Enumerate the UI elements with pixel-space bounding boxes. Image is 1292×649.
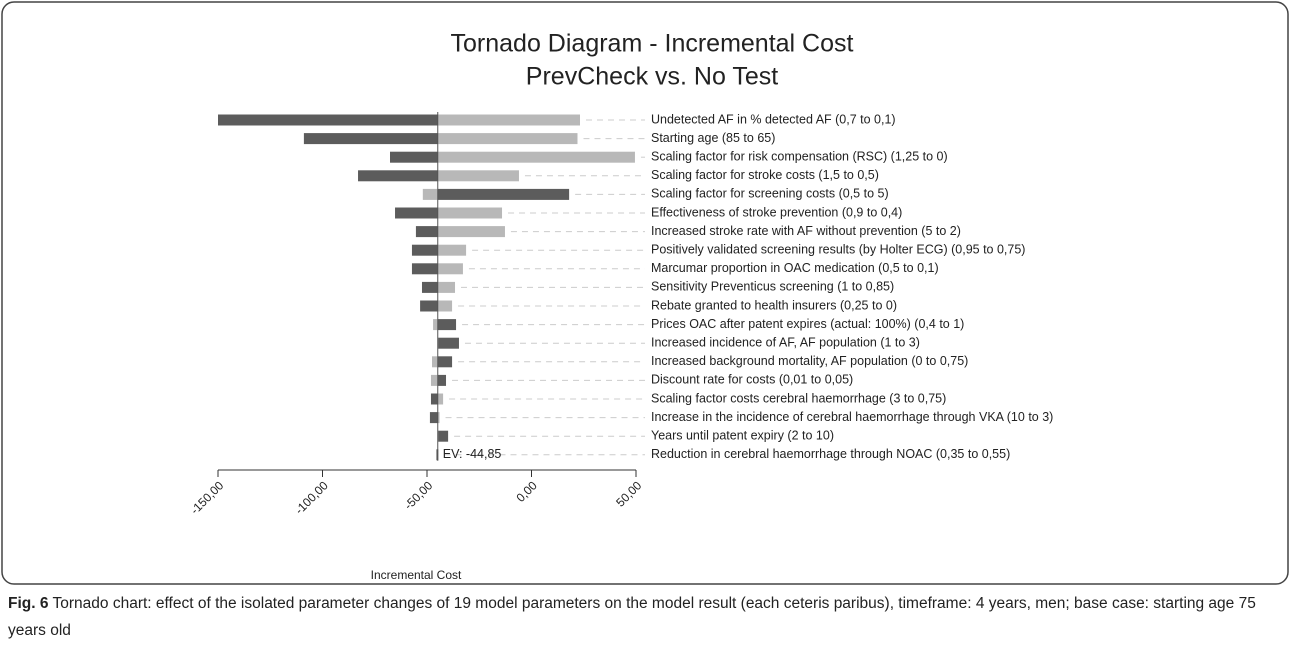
bar <box>358 170 438 182</box>
bar <box>437 300 453 312</box>
bar <box>437 412 440 424</box>
bar <box>437 151 635 163</box>
chart-title: Tornado Diagram - Incremental Cost <box>451 30 854 58</box>
bar <box>437 356 453 368</box>
bar <box>437 263 463 275</box>
category-label: Scaling factor for risk compensation (RS… <box>651 149 948 163</box>
bar <box>420 300 438 312</box>
bar <box>437 374 447 386</box>
bar <box>437 188 570 200</box>
category-label: Undetected AF in % detected AF (0,7 to 0… <box>651 112 896 126</box>
bar <box>303 133 438 145</box>
frame <box>1 1 1289 585</box>
bar <box>437 133 578 145</box>
chart-subtitle: PrevCheck vs. No Test <box>526 63 778 91</box>
category-label: Rebate granted to health insurers (0,25 … <box>651 298 897 312</box>
x-tick-label: -100,00 <box>292 478 331 517</box>
bar <box>437 226 505 238</box>
category-label: Prices OAC after patent expires (actual:… <box>651 317 964 331</box>
x-axis-label: Incremental Cost <box>371 568 462 582</box>
category-label: Years until patent expiry (2 to 10) <box>651 428 834 442</box>
bar <box>437 170 519 182</box>
category-label: Discount rate for costs (0,01 to 0,05) <box>651 373 853 387</box>
category-label: Positively validated screening results (… <box>651 242 1025 256</box>
bar <box>437 207 503 219</box>
category-label: Scaling factor for stroke costs (1,5 to … <box>651 168 879 182</box>
bar <box>437 281 456 293</box>
bar <box>437 319 457 331</box>
bar <box>433 319 438 331</box>
category-label: Increased incidence of AF, AF population… <box>651 335 920 349</box>
x-tick-label: 50,00 <box>613 478 644 509</box>
category-label: Scaling factor costs cerebral haemorrhag… <box>651 391 946 405</box>
category-label: Starting age (85 to 65) <box>651 131 775 145</box>
bar <box>218 114 438 126</box>
bar <box>437 393 444 405</box>
x-tick-label: -50,00 <box>401 478 435 512</box>
bar <box>430 374 438 386</box>
bar <box>430 393 438 405</box>
category-label: Increased stroke rate with AF without pr… <box>651 224 961 238</box>
x-tick-label: 0,00 <box>513 478 540 505</box>
bar <box>395 207 438 219</box>
category-label: Scaling factor for screening costs (0,5 … <box>651 187 889 201</box>
bar <box>390 151 438 163</box>
bar <box>411 263 438 275</box>
category-label: Reduction in cerebral haemorrhage throug… <box>651 447 1010 461</box>
x-tick-label: -150,00 <box>188 478 227 517</box>
chart: Tornado Diagram - Incremental Cost PrevC… <box>1 1 1289 585</box>
category-label: Increased background mortality, AF popul… <box>651 354 968 368</box>
bar <box>436 449 438 461</box>
bar <box>411 244 438 256</box>
bar <box>437 430 449 442</box>
bar <box>415 226 438 238</box>
bar <box>422 188 438 200</box>
bar <box>429 412 438 424</box>
bar <box>437 244 467 256</box>
caption-text: Tornado chart: effect of the isolated pa… <box>8 595 1256 639</box>
category-label: Increase in the incidence of cerebral ha… <box>651 410 1053 424</box>
bar <box>432 356 438 368</box>
base-label: EV: -44,85 <box>443 447 502 461</box>
bar <box>437 337 459 349</box>
category-label: Effectiveness of stroke prevention (0,9 … <box>651 205 902 219</box>
category-label: Marcumar proportion in OAC medication (0… <box>651 261 939 275</box>
bar <box>437 114 580 126</box>
caption-label: Fig. 6 <box>8 595 49 612</box>
bar <box>421 281 438 293</box>
category-label: Sensitivity Preventicus screening (1 to … <box>651 280 894 294</box>
caption: Fig. 6 Tornado chart: effect of the isol… <box>8 590 1278 644</box>
